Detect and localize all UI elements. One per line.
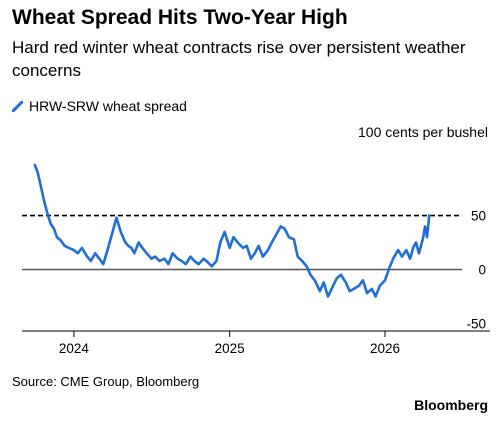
y-tick-label: -50	[466, 316, 486, 331]
y-tick-label: 0	[478, 263, 486, 278]
legend-swatch	[12, 100, 23, 112]
series-line-hrw-srw-spread	[33, 163, 431, 298]
chart-title: Wheat Spread Hits Two-Year High	[12, 6, 348, 29]
y-tick-label: 50	[471, 209, 486, 224]
brand-logo: Bloomberg	[414, 397, 488, 413]
legend-label: HRW-SRW wheat spread	[29, 98, 187, 114]
source-note: Source: CME Group, Bloomberg	[12, 374, 200, 389]
x-tick-label: 2025	[215, 341, 245, 356]
y-tick-labels: 50 0 -50	[466, 209, 486, 332]
y-axis-unit-label: 100 cents per bushel	[358, 124, 488, 140]
chart-subtitle: Hard red winter wheat contracts rise ove…	[12, 38, 466, 80]
x-tick-label: 2026	[370, 341, 400, 356]
x-tick-label: 2024	[59, 341, 90, 356]
legend: HRW-SRW wheat spread	[12, 98, 187, 114]
x-ticks: 2024 2025 2026	[59, 331, 400, 356]
